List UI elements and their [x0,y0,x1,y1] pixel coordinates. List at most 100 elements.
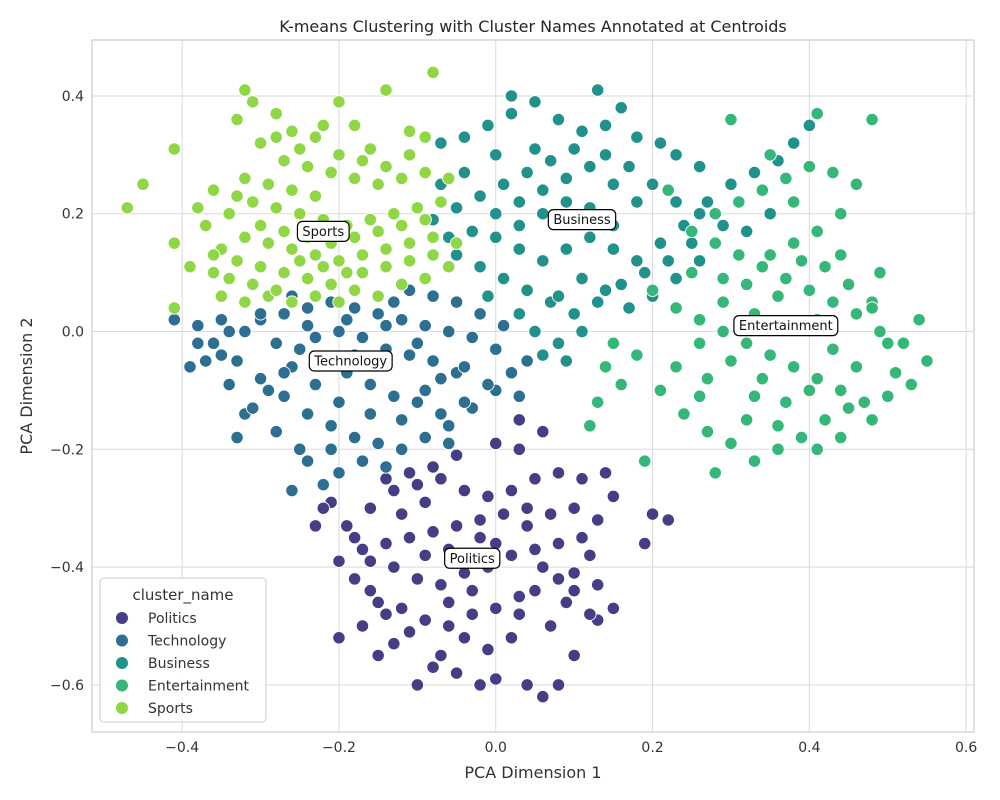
data-point [457,165,472,180]
data-point [379,536,393,551]
x-tick-label: 0.6 [955,740,977,756]
data-point [269,106,283,121]
legend-marker [115,633,129,648]
data-point [167,313,181,327]
data-point [551,466,566,480]
data-point [347,430,362,445]
annotation-box [308,350,393,372]
data-point [794,430,809,445]
data-point [285,242,299,256]
centroid-label-entertainment: Entertainment [733,315,839,337]
data-point [763,248,777,262]
data-point [402,124,417,138]
data-point [222,324,236,339]
x-axis-label: PCA Dimension 1 [464,763,601,782]
data-point [355,265,370,280]
data-point [716,324,730,339]
data-point [246,195,260,209]
data-point [763,148,777,162]
data-point [630,195,644,209]
legend: cluster_name Politics Technology Business E… [99,577,267,723]
legend-item-technology: Technology [115,633,226,650]
data-point [418,548,432,562]
legend-item-entertainment: Entertainment [115,679,250,695]
legend-label: Sports [148,701,193,717]
data-point [857,395,871,409]
data-point [230,254,244,268]
data-point [206,336,221,350]
annotation-box [547,209,617,231]
data-point [214,313,229,327]
data-point [567,501,581,515]
data-point [739,277,754,292]
data-point [465,224,479,239]
data-point [238,83,252,97]
data-point [685,224,699,239]
data-point [559,242,573,256]
data-point [347,531,362,545]
annotation-box [444,547,501,569]
data-point [504,548,519,562]
data-point [402,148,417,162]
data-point [442,324,456,339]
data-point [253,136,268,150]
data-point [841,277,856,292]
data-point [379,242,393,256]
data-point [787,360,801,374]
data-point [238,324,252,339]
data-point [810,371,824,386]
data-point [575,472,589,486]
data-point [347,118,362,133]
data-point [457,395,472,409]
x-tick-label: −0.2 [322,740,356,756]
data-point [583,230,597,244]
data-point [465,607,479,621]
data-point [395,507,409,521]
data-point [779,171,793,186]
data-point [285,124,299,138]
data-point [591,395,605,409]
data-point [269,201,283,215]
data-point [191,336,205,350]
data-point [402,236,417,250]
data-point [434,371,448,386]
data-point [771,289,785,303]
data-point [551,336,566,350]
data-point [371,436,385,451]
data-point [332,554,346,568]
y-tick-label: 0.0 [62,325,84,341]
data-point [222,377,236,392]
data-point [787,195,801,209]
legend-label: Politics [148,611,197,627]
data-point [692,254,707,268]
annotation-text: Sports [302,225,344,240]
data-point [332,95,346,109]
data-point [434,472,448,486]
data-point [308,519,323,533]
data-point [355,619,370,633]
data-point [598,360,613,374]
data-point [238,171,252,186]
data-point [481,489,495,504]
data-point [661,513,675,527]
data-point [473,513,487,527]
data-point [418,271,432,286]
data-point [418,130,432,144]
data-point [559,595,573,610]
data-point [888,366,903,380]
data-point [206,248,221,262]
data-point [700,195,715,209]
data-point [567,142,581,156]
data-point [230,112,244,127]
data-point [199,354,213,368]
data-point [426,65,440,80]
data-point [583,548,597,562]
data-point [771,419,785,433]
data-point [496,271,511,286]
data-point [269,283,283,297]
data-point [716,218,730,233]
data-point [363,501,377,515]
data-point [638,536,652,551]
data-point [606,601,621,615]
data-point [716,295,730,309]
